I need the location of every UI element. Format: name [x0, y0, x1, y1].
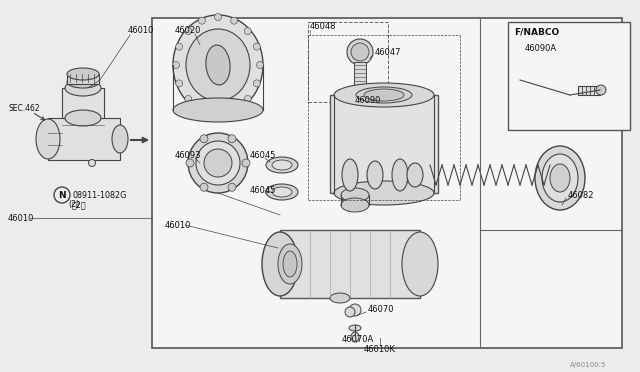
Circle shape	[176, 43, 182, 50]
Ellipse shape	[112, 125, 128, 153]
Text: F/NABCO: F/NABCO	[514, 28, 559, 36]
Ellipse shape	[65, 110, 101, 126]
Text: 46020: 46020	[175, 26, 202, 35]
Ellipse shape	[596, 85, 606, 95]
Ellipse shape	[272, 160, 292, 170]
Text: 46093: 46093	[175, 151, 202, 160]
Ellipse shape	[364, 89, 404, 101]
Circle shape	[349, 304, 361, 316]
Circle shape	[185, 28, 192, 35]
Circle shape	[242, 159, 250, 167]
Text: 46070: 46070	[368, 305, 394, 314]
Ellipse shape	[262, 232, 298, 296]
Bar	[354, 62, 366, 87]
Circle shape	[257, 61, 264, 68]
Circle shape	[88, 160, 95, 167]
Ellipse shape	[351, 43, 369, 61]
Circle shape	[200, 135, 208, 143]
Text: 46090A: 46090A	[525, 44, 557, 52]
Ellipse shape	[550, 164, 570, 192]
Bar	[330, 95, 438, 193]
Ellipse shape	[266, 184, 298, 200]
Text: 46090: 46090	[355, 96, 381, 105]
Circle shape	[176, 80, 182, 87]
Ellipse shape	[367, 161, 383, 189]
Text: 46048: 46048	[310, 22, 337, 31]
Circle shape	[345, 307, 355, 317]
Bar	[62, 88, 104, 118]
Ellipse shape	[278, 244, 302, 284]
Ellipse shape	[186, 29, 250, 101]
Ellipse shape	[67, 76, 99, 88]
Ellipse shape	[204, 149, 232, 177]
Circle shape	[214, 109, 221, 116]
Text: 46010: 46010	[8, 214, 35, 222]
Ellipse shape	[347, 39, 373, 65]
Text: 08911-1082G: 08911-1082G	[72, 190, 126, 199]
Text: 46010: 46010	[165, 221, 191, 230]
Text: 46082: 46082	[568, 190, 595, 199]
Text: 46047: 46047	[375, 48, 401, 57]
Circle shape	[253, 43, 260, 50]
Ellipse shape	[196, 141, 240, 185]
Text: 46045: 46045	[250, 186, 276, 195]
Ellipse shape	[402, 232, 438, 296]
Circle shape	[230, 17, 237, 24]
Ellipse shape	[407, 163, 423, 187]
Bar	[67, 74, 99, 84]
Ellipse shape	[392, 159, 408, 191]
Circle shape	[198, 17, 205, 24]
Text: 46070A: 46070A	[342, 336, 374, 344]
Bar	[48, 118, 120, 160]
Text: (2): (2)	[68, 199, 79, 208]
Ellipse shape	[67, 68, 99, 80]
Circle shape	[228, 183, 236, 191]
Text: 46010: 46010	[128, 26, 154, 35]
Text: A/60100:5: A/60100:5	[570, 362, 606, 368]
Circle shape	[54, 187, 70, 203]
Circle shape	[244, 96, 251, 102]
Text: 46010K: 46010K	[364, 346, 396, 355]
Text: N: N	[58, 190, 66, 199]
Ellipse shape	[356, 87, 412, 103]
Ellipse shape	[65, 80, 101, 96]
Text: SEC.462: SEC.462	[8, 103, 40, 112]
Ellipse shape	[341, 198, 369, 212]
Circle shape	[186, 159, 194, 167]
Circle shape	[185, 96, 192, 102]
Circle shape	[214, 13, 221, 20]
Ellipse shape	[334, 181, 434, 205]
Bar	[308, 22, 388, 102]
Circle shape	[200, 183, 208, 191]
Ellipse shape	[542, 154, 578, 202]
Ellipse shape	[351, 332, 359, 342]
Ellipse shape	[334, 83, 434, 107]
Circle shape	[244, 28, 251, 35]
Ellipse shape	[173, 15, 263, 115]
Bar	[280, 230, 420, 298]
Ellipse shape	[173, 98, 263, 122]
Bar	[578, 86, 600, 95]
Bar	[152, 18, 622, 348]
Circle shape	[198, 106, 205, 113]
Text: 、2）: 、2）	[72, 201, 86, 209]
Ellipse shape	[330, 293, 350, 303]
Circle shape	[228, 135, 236, 143]
Circle shape	[253, 80, 260, 87]
Ellipse shape	[266, 157, 298, 173]
Ellipse shape	[272, 187, 292, 197]
Ellipse shape	[341, 188, 369, 202]
Circle shape	[173, 61, 179, 68]
Ellipse shape	[535, 146, 585, 210]
Ellipse shape	[349, 325, 361, 331]
Ellipse shape	[206, 45, 230, 85]
Circle shape	[230, 106, 237, 113]
Ellipse shape	[342, 159, 358, 191]
Text: 46045: 46045	[250, 151, 276, 160]
Bar	[508, 22, 630, 130]
Ellipse shape	[283, 251, 297, 277]
Ellipse shape	[188, 133, 248, 193]
Ellipse shape	[36, 119, 60, 159]
